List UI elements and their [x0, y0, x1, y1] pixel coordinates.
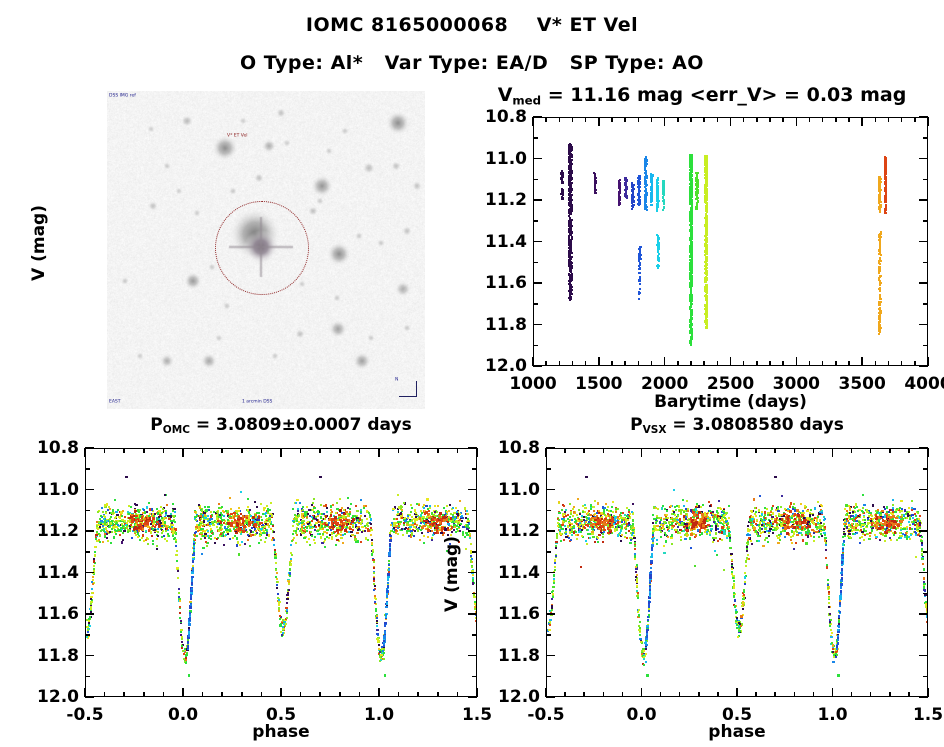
phase-vsx-x-tick-label: 1.5	[912, 705, 944, 725]
dss-corner-label: DSS IMG ref	[109, 93, 136, 99]
page-title: IOMC 8165000068 V* ET Vel	[305, 14, 639, 36]
phase-vsx-y-tick-label: 10.8	[498, 438, 540, 458]
p-omc-symbol: P	[150, 415, 163, 435]
phase-omc-y-tick-label: 11.4	[37, 562, 79, 583]
p-omc-subscript: OMC	[162, 423, 190, 436]
phase-omc-y-tick-label: 12.0	[37, 687, 79, 707]
phase-omc-x-tick-label: 1.0	[363, 705, 395, 725]
phase-vsx-y-axis-title: V (mag)	[442, 536, 462, 612]
timeseries-y-tick-label: 11.8	[485, 314, 527, 335]
east-direction-label: EAST	[109, 399, 121, 405]
timeseries-x-tick-label: 4000	[904, 374, 944, 394]
scale-bar-horizontal	[399, 395, 417, 397]
phase-vsx-x-tick-label: -0.5	[527, 705, 565, 725]
phase-vsx-y-tick-label: 11.8	[498, 645, 540, 666]
phase-vsx-plot[interactable]	[545, 447, 929, 698]
star-name-annotation: V* ET Vel	[227, 133, 248, 139]
p-omc-value: = 3.0809±0.0007 days	[189, 415, 412, 435]
median-magnitude-line: Vmed = 11.16 mag <err_V> = 0.03 mag	[460, 84, 944, 107]
phase-omc-y-tick-label: 11.2	[37, 521, 79, 541]
p-vsx-symbol: P	[630, 415, 643, 435]
timeseries-x-tick-label: 2000	[640, 374, 689, 394]
phase-vsx-y-tick-label: 11.2	[498, 521, 540, 541]
timeseries-y-tick-label: 11.6	[485, 273, 527, 293]
vmed-value-text: = 11.16 mag <err_V> = 0.03 mag	[541, 84, 907, 106]
phase-omc-x-axis-title: phase	[252, 722, 310, 742]
phase-vsx-x-tick-label: 0.5	[721, 705, 753, 725]
timeseries-x-tick-label: 1000	[509, 374, 557, 394]
timeseries-y-tick-label: 10.8	[485, 107, 527, 127]
p-vsx-value: = 3.0808580 days	[666, 415, 844, 435]
timeseries-frame	[533, 117, 928, 366]
vmed-symbol: V	[497, 84, 513, 106]
phase-vsx-y-tick-label: 11.6	[498, 604, 540, 624]
timeseries-x-tick-label: 3000	[772, 374, 820, 394]
timeseries-x-tick-label: 1500	[575, 374, 623, 394]
object-type-line: O Type: Al* Var Type: EA/D SP Type: AO	[240, 52, 704, 74]
phase-omc-plot[interactable]	[84, 447, 478, 698]
phase-omc-x-tick-label: 0.5	[265, 705, 297, 725]
p-vsx-subscript: VSX	[642, 423, 667, 436]
phase-vsx-y-tick-label: 11.4	[498, 562, 540, 583]
phase-omc-y-tick-label: 10.8	[37, 438, 79, 458]
phase-vsx-frame	[546, 448, 928, 697]
timeseries-x-axis-title: Barytime (days)	[654, 392, 807, 412]
phase-omc-y-axis-title: V (mag)	[0, 514, 1, 634]
phase-omc-y-tick-label: 11.8	[37, 645, 79, 666]
phase-omc-title: POMC = 3.0809±0.0007 days	[85, 415, 477, 436]
scale-annotation: 1 arcmin DSS	[242, 399, 273, 405]
dss-finding-chart[interactable]: DSS IMG ref V* ET Vel 1 arcmin DSS EAST …	[107, 91, 425, 409]
timeseries-x-tick-label: 2500	[706, 374, 755, 394]
timeseries-y-axis-title: V (mag)	[29, 205, 49, 281]
phase-omc-x-tick-label: 0.0	[167, 705, 199, 725]
phase-vsx-x-axis-title: phase	[708, 722, 766, 742]
phase-vsx-x-tick-label: 1.0	[817, 705, 848, 725]
phase-omc-x-tick-label: -0.5	[66, 705, 104, 725]
timeseries-y-tick-label: 12.0	[485, 356, 527, 376]
phase-vsx-y-tick-label: 11.0	[498, 479, 540, 500]
timeseries-y-tick-label: 11.0	[485, 148, 527, 169]
phase-vsx-title: PVSX = 3.0808580 days	[546, 415, 928, 436]
phase-vsx-x-tick-label: 0.0	[626, 705, 657, 725]
phase-omc-y-tick-label: 11.6	[37, 604, 79, 624]
phase-omc-y-tick-label: 11.0	[37, 479, 79, 500]
target-aperture-circle	[215, 201, 309, 295]
timeseries-plot[interactable]	[532, 116, 929, 367]
vmed-subscript: med	[512, 93, 542, 108]
scale-bar-vertical	[415, 381, 417, 397]
timeseries-x-tick-label: 3500	[838, 374, 886, 394]
timeseries-y-tick-label: 11.4	[485, 231, 527, 252]
phase-omc-frame	[85, 448, 477, 697]
timeseries-y-tick-label: 11.2	[485, 190, 527, 210]
north-direction-label: N	[395, 377, 399, 383]
phase-vsx-y-tick-label: 12.0	[498, 687, 540, 707]
phase-omc-x-tick-label: 1.5	[461, 705, 493, 725]
